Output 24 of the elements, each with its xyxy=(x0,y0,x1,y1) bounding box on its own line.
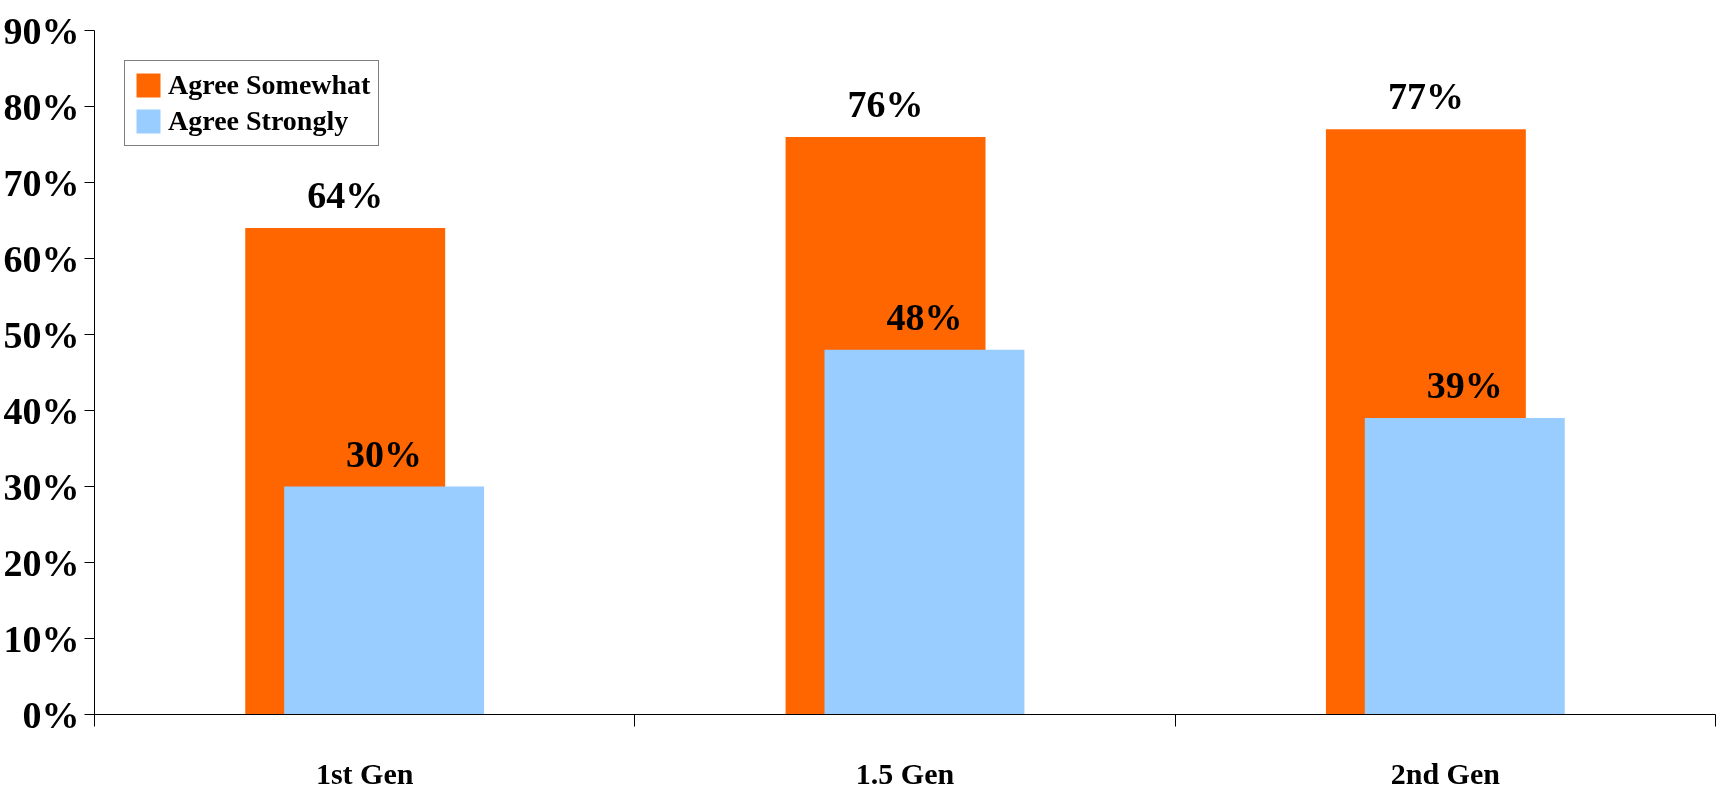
y-tick-label: 30% xyxy=(3,465,80,508)
data-label: 30% xyxy=(346,432,423,475)
y-tick-label: 60% xyxy=(3,237,80,280)
bar xyxy=(824,349,1025,715)
data-label: 39% xyxy=(1426,364,1503,407)
bar xyxy=(284,486,485,715)
y-tick-label: 90% xyxy=(3,9,80,52)
y-tick-label: 0% xyxy=(22,693,80,736)
data-label: 48% xyxy=(886,295,963,338)
y-tick-label: 40% xyxy=(3,389,80,432)
y-tick-label: 10% xyxy=(3,617,80,660)
y-tick-label: 20% xyxy=(3,541,80,584)
x-tick-label: 2nd Gen xyxy=(1390,756,1501,790)
legend-label: Agree Somewhat xyxy=(168,69,371,101)
x-tick-label: 1.5 Gen xyxy=(855,756,955,790)
bar xyxy=(1364,418,1565,715)
data-label: 77% xyxy=(1387,75,1464,118)
legend-label: Agree Strongly xyxy=(168,105,349,137)
y-tick-label: 80% xyxy=(3,85,80,128)
y-tick-label: 70% xyxy=(3,161,80,204)
data-label: 76% xyxy=(847,82,924,125)
data-label: 64% xyxy=(307,174,384,217)
y-tick-label: 50% xyxy=(3,313,80,356)
x-tick-label: 1st Gen xyxy=(315,756,414,790)
